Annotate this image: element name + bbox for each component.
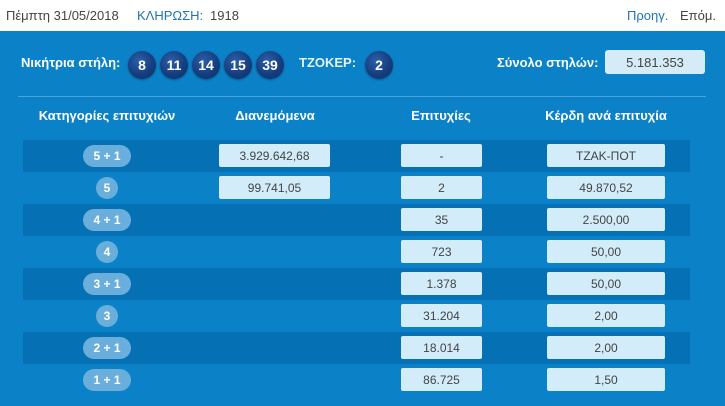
prize-cell: ΤΖΑΚ-ΠΟΤ xyxy=(547,144,665,167)
prize-cell: 1,50 xyxy=(547,368,665,391)
results-panel: Νικήτρια στήλη: 8 11 14 15 39 ΤΖΟΚΕΡ: 2 … xyxy=(0,31,725,406)
wins-cell: 35 xyxy=(401,208,482,231)
category-pill: 1 + 1 xyxy=(83,369,131,391)
previous-draw-link[interactable]: Προηγ. xyxy=(627,8,669,23)
table-row: 3 31.204 2,00 xyxy=(23,300,690,332)
joker-number-ball: 2 xyxy=(365,51,393,79)
table-row: 2 + 1 18.014 2,00 xyxy=(23,332,690,364)
total-columns-value: 5.181.353 xyxy=(605,50,705,74)
category-pill: 4 xyxy=(96,241,118,263)
category-pill: 3 + 1 xyxy=(83,273,131,295)
wins-cell: 18.014 xyxy=(401,336,482,359)
winning-number-ball: 14 xyxy=(192,51,220,79)
table-row: 4 + 1 35 2.500,00 xyxy=(23,204,690,236)
table-row: 4 723 50,00 xyxy=(23,236,690,268)
table-row: 5 99.741,05 2 49.870,52 xyxy=(23,172,690,204)
wins-cell: 86.725 xyxy=(401,368,482,391)
category-pill: 5 + 1 xyxy=(83,145,131,167)
draw-date: Πέμπτη 31/05/2018 xyxy=(6,8,119,23)
wins-cell: - xyxy=(401,144,482,167)
distributed-cell: 99.741,05 xyxy=(219,176,330,199)
draw-label: ΚΛΗΡΩΣΗ: xyxy=(137,8,204,23)
table-row: 3 + 1 1.378 50,00 xyxy=(23,268,690,300)
column-header-categories: Κατηγορίες επιτυχιών xyxy=(38,108,176,123)
category-pill: 3 xyxy=(96,305,118,327)
wins-cell: 31.204 xyxy=(401,304,482,327)
draw-number: 1918 xyxy=(210,8,239,23)
category-pill: 4 + 1 xyxy=(83,209,131,231)
prize-cell: 2,00 xyxy=(547,336,665,359)
column-header-distributed: Διανεμόμενα xyxy=(235,108,315,123)
total-columns-label: Σύνολο στηλών: xyxy=(497,55,599,70)
divider xyxy=(18,96,706,97)
column-header-wins: Επιτυχίες xyxy=(411,108,471,123)
next-draw-link[interactable]: Επόμ. xyxy=(680,8,716,23)
prize-cell: 2,00 xyxy=(547,304,665,327)
wins-cell: 723 xyxy=(401,240,482,263)
winning-number-ball: 8 xyxy=(128,51,156,79)
prize-cell: 50,00 xyxy=(547,272,665,295)
joker-label: ΤΖΟΚΕΡ: xyxy=(299,55,357,70)
table-row: 5 + 1 3.929.642,68 - ΤΖΑΚ-ΠΟΤ xyxy=(23,140,690,172)
wins-cell: 1.378 xyxy=(401,272,482,295)
wins-cell: 2 xyxy=(401,176,482,199)
winning-column-label: Νικήτρια στήλη: xyxy=(21,55,121,70)
winning-number-ball: 39 xyxy=(256,51,284,79)
prize-cell: 50,00 xyxy=(547,240,665,263)
winning-number-ball: 15 xyxy=(224,51,252,79)
category-pill: 5 xyxy=(96,177,118,199)
winning-number-ball: 11 xyxy=(160,51,188,79)
prize-cell: 2.500,00 xyxy=(547,208,665,231)
top-bar: Πέμπτη 31/05/2018 ΚΛΗΡΩΣΗ: 1918 Προηγ. Ε… xyxy=(0,0,725,31)
category-pill: 2 + 1 xyxy=(83,337,131,359)
prize-cell: 49.870,52 xyxy=(547,176,665,199)
table-row: 1 + 1 86.725 1,50 xyxy=(23,364,690,396)
distributed-cell: 3.929.642,68 xyxy=(219,144,330,167)
column-header-prize: Κέρδη ανά επιτυχία xyxy=(545,108,667,123)
